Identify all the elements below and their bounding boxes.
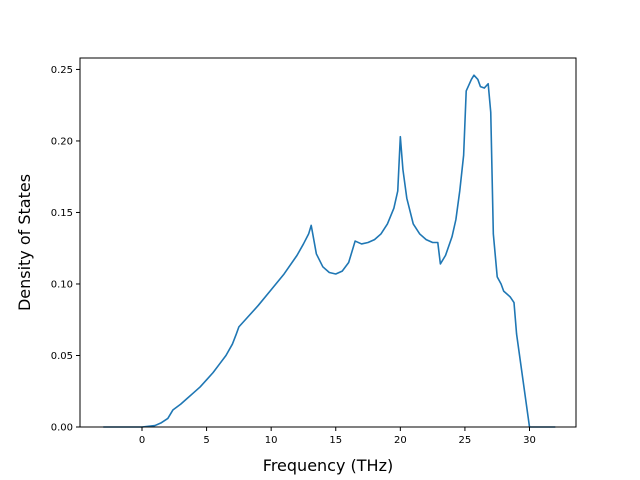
axes-frame <box>79 57 577 428</box>
x-tick-label: 0 <box>139 435 145 446</box>
y-axis-ticks: 0.00 0.05 0.10 0.15 0.20 0.25 <box>51 65 80 434</box>
y-tick-label: 0.15 <box>51 208 73 219</box>
x-tick-label: 30 <box>523 435 536 446</box>
y-tick-label: 0.25 <box>51 65 73 76</box>
x-axis-ticks: 0 5 10 15 20 25 30 <box>139 427 536 446</box>
x-axis-label: Frequency (THz) <box>263 456 393 475</box>
x-tick-label: 15 <box>329 435 342 446</box>
x-tick-label: 10 <box>265 435 278 446</box>
plot-area <box>103 74 556 428</box>
y-tick-label: 0.10 <box>51 279 73 290</box>
y-tick-label: 0.05 <box>51 351 73 362</box>
x-tick-label: 25 <box>459 435 472 446</box>
y-tick-label: 0.20 <box>51 136 73 147</box>
x-tick-label: 5 <box>203 435 209 446</box>
x-tick-label: 20 <box>394 435 407 446</box>
y-tick-label: 0.00 <box>51 423 73 434</box>
y-axis-label: Density of States <box>15 174 34 311</box>
dos-series-line <box>103 74 556 428</box>
